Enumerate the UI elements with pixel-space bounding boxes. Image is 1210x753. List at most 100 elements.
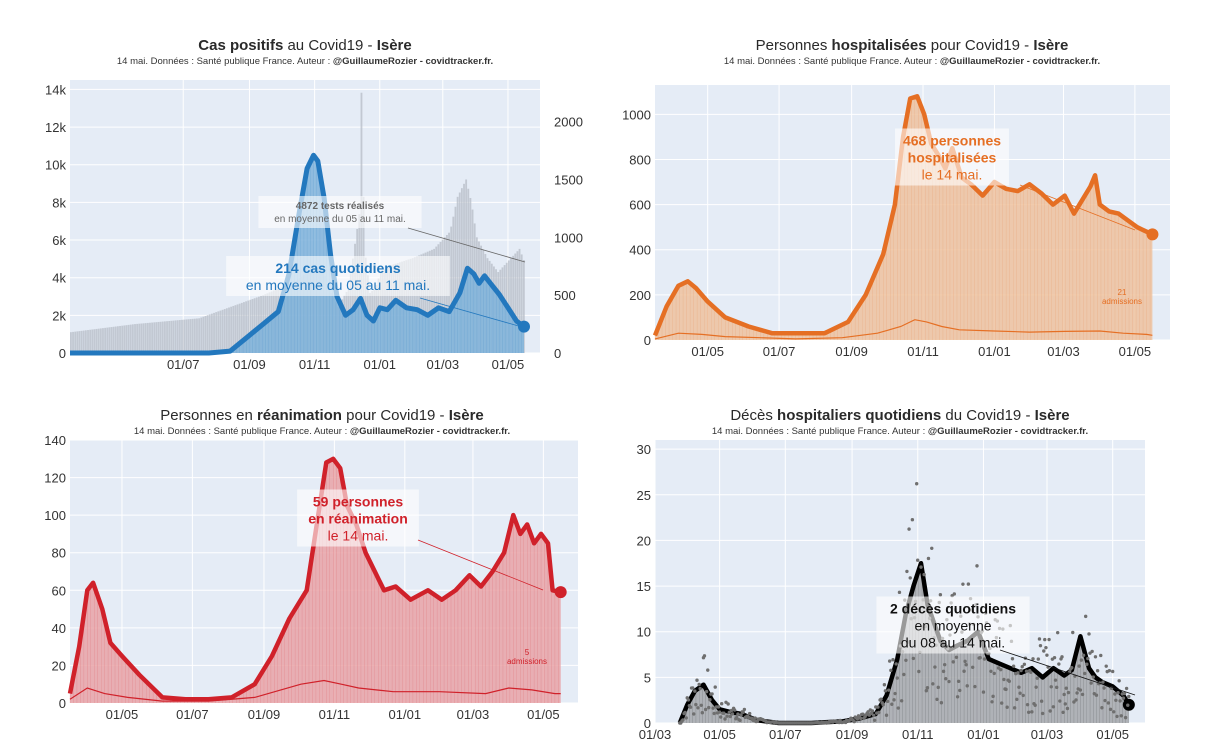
daily-death-dot (1039, 699, 1044, 703)
chart-panel-4: Décès hospitaliers quotidiens du Covid19… (637, 407, 1145, 742)
daily-death-dot (961, 582, 965, 586)
daily-death-dot (688, 705, 693, 709)
daily-death-dot (1081, 653, 1086, 657)
daily-death-dot (956, 679, 961, 684)
y-tick-label: 2k (52, 308, 66, 323)
tests-bar (426, 251, 429, 353)
daily-death-dot (742, 707, 747, 712)
daily-death-dot (1095, 669, 1100, 673)
tests-bar (166, 321, 168, 353)
daily-death-dot (694, 702, 698, 707)
daily-death-dot (1045, 653, 1049, 657)
tests-bar (413, 257, 416, 353)
x-tick-label: 01/03 (427, 357, 460, 372)
daily-death-dot (885, 699, 890, 704)
x-tick-label: 01/01 (978, 344, 1011, 359)
tests-bar (93, 329, 96, 353)
daily-death-dot (870, 709, 875, 713)
tests-bar (240, 302, 243, 353)
daily-death-dot (718, 715, 723, 719)
daily-death-dot (741, 710, 745, 714)
annotation-text: hospitalisées (908, 150, 997, 166)
tests-bar (456, 196, 459, 353)
daily-death-dot (1002, 677, 1006, 682)
x-tick-label: 01/01 (363, 357, 396, 372)
y-tick-label: 100 (44, 508, 66, 523)
chart-subtitle: 14 mai. Données : Santé publique France.… (134, 426, 510, 437)
tests-bar (418, 255, 421, 353)
daily-death-dot (895, 676, 900, 680)
tests-bar (251, 299, 254, 353)
tests-bar (144, 323, 147, 353)
daily-death-dot (730, 712, 735, 716)
y-tick-label: 5 (644, 670, 651, 685)
tests-bar (510, 258, 512, 353)
daily-death-dot (1116, 691, 1120, 695)
x-tick-label: 01/09 (233, 357, 266, 372)
daily-death-dot (1033, 703, 1037, 707)
tests-bar (463, 183, 465, 353)
daily-death-dot (711, 706, 715, 710)
daily-death-dot (910, 517, 915, 522)
chart-title: Personnes hospitalisées pour Covid19 - I… (756, 37, 1069, 54)
tests-bar (236, 304, 239, 353)
daily-death-dot (1110, 669, 1115, 674)
tests-bar (215, 312, 218, 353)
daily-death-dot (712, 711, 716, 716)
tests-bar (151, 322, 154, 353)
daily-death-dot (1018, 691, 1022, 695)
tests-bar (522, 259, 525, 353)
daily-death-dot (1089, 681, 1093, 685)
daily-death-dot (1005, 705, 1009, 709)
tests-bar (437, 244, 440, 353)
x-tick-label: 01/07 (763, 344, 796, 359)
tests-bar (409, 258, 412, 353)
chart-title-part: Isère (449, 407, 484, 424)
tests-bar (114, 326, 117, 353)
tests-bar (87, 330, 89, 353)
tests-bar (125, 325, 128, 353)
y-tick-label: 40 (52, 621, 66, 636)
daily-death-dot (728, 714, 733, 719)
daily-death-dot (1040, 711, 1045, 716)
daily-death-dot (1118, 699, 1122, 703)
tests-bar (108, 327, 111, 353)
tests-bar (172, 320, 175, 353)
tests-bar (225, 308, 228, 353)
tests-bar (138, 323, 141, 353)
daily-death-dot (930, 546, 934, 550)
last-point-marker (554, 586, 567, 599)
daily-death-dot (1114, 698, 1118, 703)
daily-death-dot (1043, 637, 1047, 642)
daily-death-dot (936, 685, 940, 690)
tests-bar (243, 302, 245, 353)
annotation-arrow (419, 297, 523, 328)
daily-death-dot (890, 702, 894, 706)
daily-death-dot (877, 710, 881, 715)
x-tick-label: 01/05 (106, 707, 139, 722)
daily-death-dot (1017, 685, 1021, 689)
daily-death-dot (1022, 662, 1027, 666)
daily-death-dot (879, 697, 883, 701)
daily-death-dot (1042, 649, 1046, 653)
tests-bar (149, 322, 151, 353)
tests-bar (217, 311, 220, 353)
tests-bar (117, 326, 119, 353)
y-tick-label: 14k (45, 82, 66, 97)
daily-death-dot (1053, 678, 1058, 682)
daily-death-dot (925, 686, 930, 690)
y-tick-label: 0 (59, 696, 66, 711)
tests-bar (136, 323, 139, 353)
chart-panel-1: Cas positifs au Covid19 - Isère 14 mai. D… (45, 37, 583, 372)
daily-death-dot (1049, 685, 1053, 689)
series-line (70, 152, 526, 356)
daily-death-dot (1037, 637, 1042, 641)
daily-death-dot (700, 711, 705, 715)
daily-death-dot (911, 656, 916, 661)
annotation-box (258, 196, 422, 228)
tests-bar (187, 319, 190, 353)
chart-title-part: Décès (730, 407, 777, 424)
daily-death-dot (1124, 686, 1129, 691)
daily-death-dot (717, 710, 722, 714)
x-tick-label: 01/05 (1096, 727, 1129, 742)
